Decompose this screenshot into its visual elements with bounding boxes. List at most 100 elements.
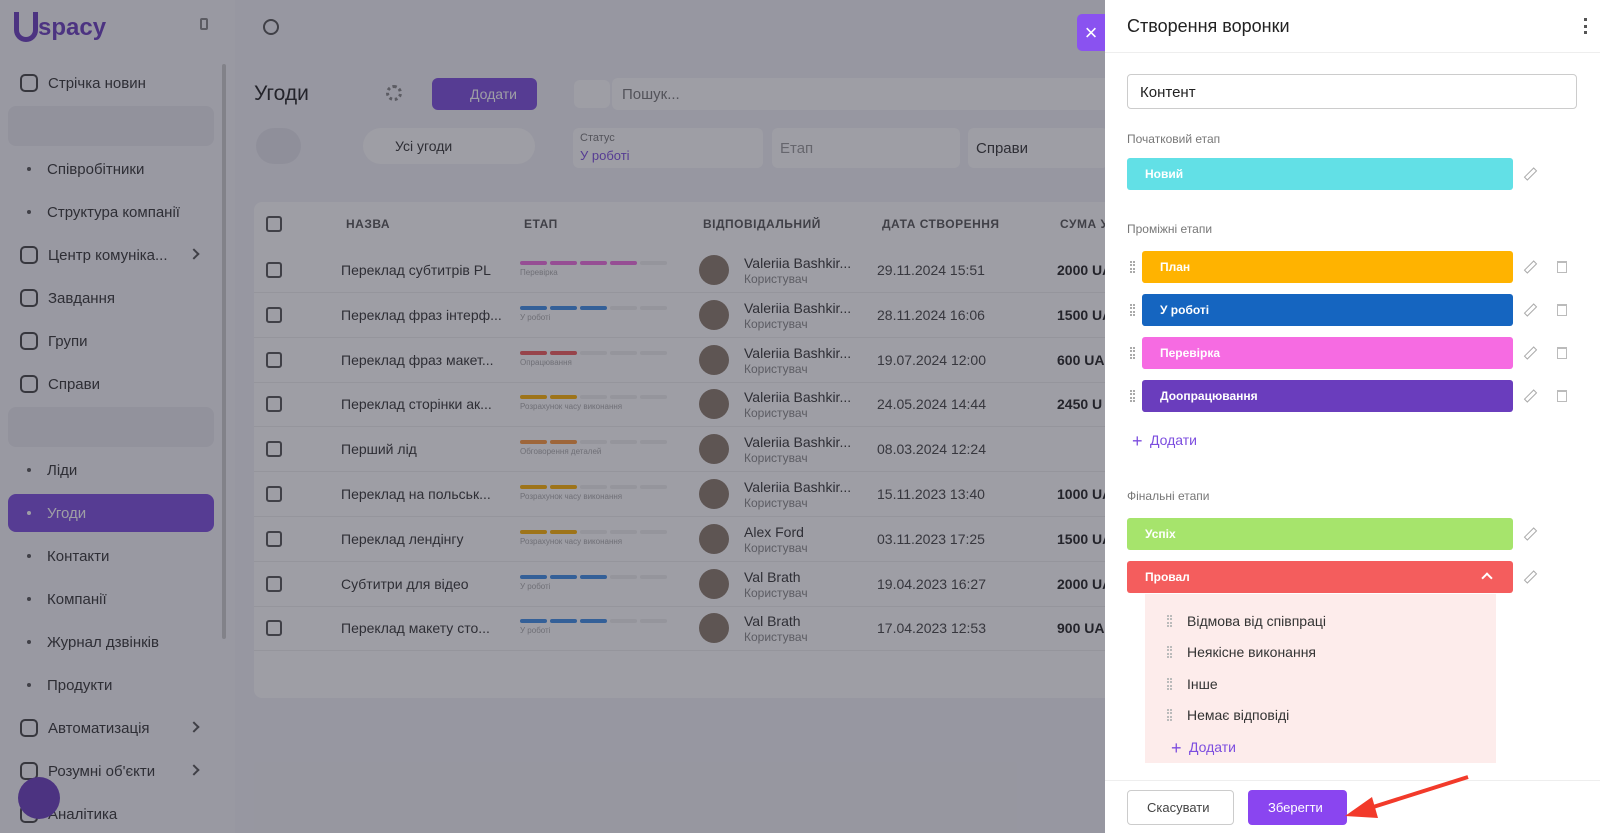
delete-icon[interactable] xyxy=(1557,304,1567,316)
drag-handle[interactable] xyxy=(1130,347,1135,359)
name-input[interactable] xyxy=(1127,74,1577,109)
submenu-item[interactable]: Структура компанії xyxy=(47,203,180,221)
deal-name[interactable]: Субтитри для відео xyxy=(341,575,469,592)
bookmark-filter[interactable] xyxy=(574,80,610,108)
stage-segment xyxy=(520,529,547,534)
owner-name: Valeriia Bashkir... xyxy=(744,479,852,495)
header-checkbox[interactable] xyxy=(266,216,282,232)
drag-handle[interactable] xyxy=(1167,615,1172,627)
stage-segment xyxy=(610,529,637,534)
menu-icon xyxy=(20,375,38,393)
submenu-item[interactable]: Ліди xyxy=(47,461,78,479)
drag-handle[interactable] xyxy=(1167,677,1172,690)
add-button[interactable] xyxy=(432,78,537,110)
menu-item[interactable]: Стрічка новин xyxy=(48,74,146,92)
submenu-item[interactable]: Контакти xyxy=(47,547,110,565)
row-checkbox[interactable] xyxy=(266,530,282,547)
owner-role: Користувач xyxy=(744,451,808,466)
stage-bar[interactable] xyxy=(1127,158,1513,190)
status-select[interactable] xyxy=(573,128,763,168)
stage-segment xyxy=(640,395,667,400)
menu-item[interactable]: Групи xyxy=(48,332,88,350)
loss-reason: Неякісне виконання xyxy=(1187,644,1317,661)
menu-item[interactable]: Завдання xyxy=(48,289,115,307)
tasks-select[interactable] xyxy=(968,128,1108,168)
owner-role: Користувач xyxy=(744,585,808,600)
amount: 600 UAI xyxy=(1057,351,1109,368)
drag-handle[interactable] xyxy=(1167,646,1172,659)
stage-label: Перевірка xyxy=(520,268,558,277)
deal-name[interactable]: Переклад на польськ... xyxy=(341,486,491,502)
deal-name[interactable]: Перший лід xyxy=(341,441,417,458)
drag-handle[interactable] xyxy=(1130,261,1135,273)
deal-name[interactable]: Переклад фраз інтерф... xyxy=(341,306,502,323)
bullet xyxy=(27,640,31,644)
stage-bar[interactable] xyxy=(1127,518,1513,550)
panel-menu[interactable] xyxy=(1584,18,1587,34)
stage-segment xyxy=(610,350,637,355)
view-list[interactable] xyxy=(256,128,301,164)
stage-bar[interactable] xyxy=(1142,380,1513,412)
column-header: ДАТА СТВОРЕННЯ xyxy=(882,217,1000,231)
submenu-item[interactable]: Угоди xyxy=(47,504,87,522)
search-input[interactable] xyxy=(612,78,1112,110)
menu-item[interactable]: Центр комуніка... xyxy=(48,246,168,264)
created-date: 15.11.2023 13:40 xyxy=(877,486,985,502)
menu-item[interactable]: Розумні об'єкти xyxy=(48,762,156,780)
stage-select[interactable] xyxy=(772,128,960,168)
menu-item[interactable]: Справи xyxy=(48,375,100,393)
stage-segment xyxy=(580,485,607,489)
menu-icon xyxy=(20,332,38,350)
chat-button[interactable] xyxy=(18,777,60,819)
dim-overlay xyxy=(0,0,1105,833)
deal-name[interactable]: Переклад лендінгу xyxy=(341,530,464,547)
save-button[interactable] xyxy=(1248,790,1347,825)
avatar xyxy=(699,613,729,644)
drag-handle[interactable] xyxy=(1130,304,1135,316)
stage-segment xyxy=(580,440,607,445)
submenu-item[interactable]: Співробітники xyxy=(47,160,145,178)
stage-segment xyxy=(550,485,577,489)
stage-label: У роботі xyxy=(520,312,551,322)
tasks-filter: Справи xyxy=(976,139,1028,157)
menu-item[interactable]: Автоматизація xyxy=(48,719,150,737)
deal-name[interactable]: Переклад фраз макет... xyxy=(341,351,494,368)
delete-icon[interactable] xyxy=(1557,261,1567,273)
column-header: ЕТАП xyxy=(524,217,558,231)
add-reason[interactable]: Додати xyxy=(1189,739,1236,755)
row-checkbox[interactable] xyxy=(266,575,282,592)
stage-bar[interactable] xyxy=(1127,561,1513,593)
settings-icon xyxy=(386,85,402,101)
delete-icon[interactable] xyxy=(1557,347,1567,359)
stage-bar[interactable] xyxy=(1142,294,1513,326)
deal-name[interactable]: Переклад субтитрів PL xyxy=(341,262,491,278)
add-stage[interactable]: Додати xyxy=(1150,432,1197,448)
drag-handle[interactable] xyxy=(1130,390,1135,402)
row-checkbox[interactable] xyxy=(266,396,282,413)
row-checkbox[interactable] xyxy=(266,620,282,637)
stage-bar[interactable] xyxy=(1142,251,1513,283)
delete-icon[interactable] xyxy=(1557,390,1567,402)
cancel-label: Скасувати xyxy=(1147,799,1210,815)
row-checkbox[interactable] xyxy=(266,351,282,368)
row-checkbox[interactable] xyxy=(266,441,282,458)
submenu-item[interactable]: Компанії xyxy=(47,590,107,608)
row-checkbox[interactable] xyxy=(266,262,282,278)
cancel-button[interactable] xyxy=(1127,790,1234,825)
close-button[interactable]: × xyxy=(1077,14,1105,51)
row-divider xyxy=(254,426,1114,428)
submenu-item[interactable]: Продукти xyxy=(47,676,113,694)
row-checkbox[interactable] xyxy=(266,486,282,502)
stage-segment xyxy=(520,395,547,400)
stage-bar[interactable] xyxy=(1142,337,1513,369)
deal-name[interactable]: Переклад макету сто... xyxy=(341,620,490,637)
row-checkbox[interactable] xyxy=(266,306,282,323)
owner-name: Valeriia Bashkir... xyxy=(744,255,852,271)
filter-select[interactable] xyxy=(363,128,535,164)
stage-segment xyxy=(640,574,667,579)
drag-handle[interactable] xyxy=(1167,708,1172,721)
created-date: 28.11.2024 16:06 xyxy=(877,306,985,323)
submenu-item[interactable]: Журнал дзвінків xyxy=(47,633,159,651)
deal-name[interactable]: Переклад сторінки ак... xyxy=(341,396,492,413)
menu-item[interactable]: Аналітика xyxy=(48,805,118,823)
